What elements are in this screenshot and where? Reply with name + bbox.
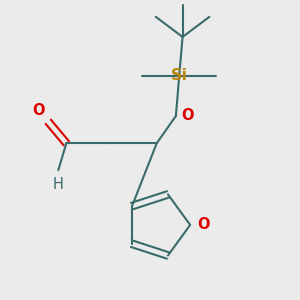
Text: O: O [181,108,194,123]
Text: O: O [197,218,209,232]
Text: H: H [53,177,64,192]
Text: O: O [32,103,45,118]
Text: Si: Si [171,68,188,83]
